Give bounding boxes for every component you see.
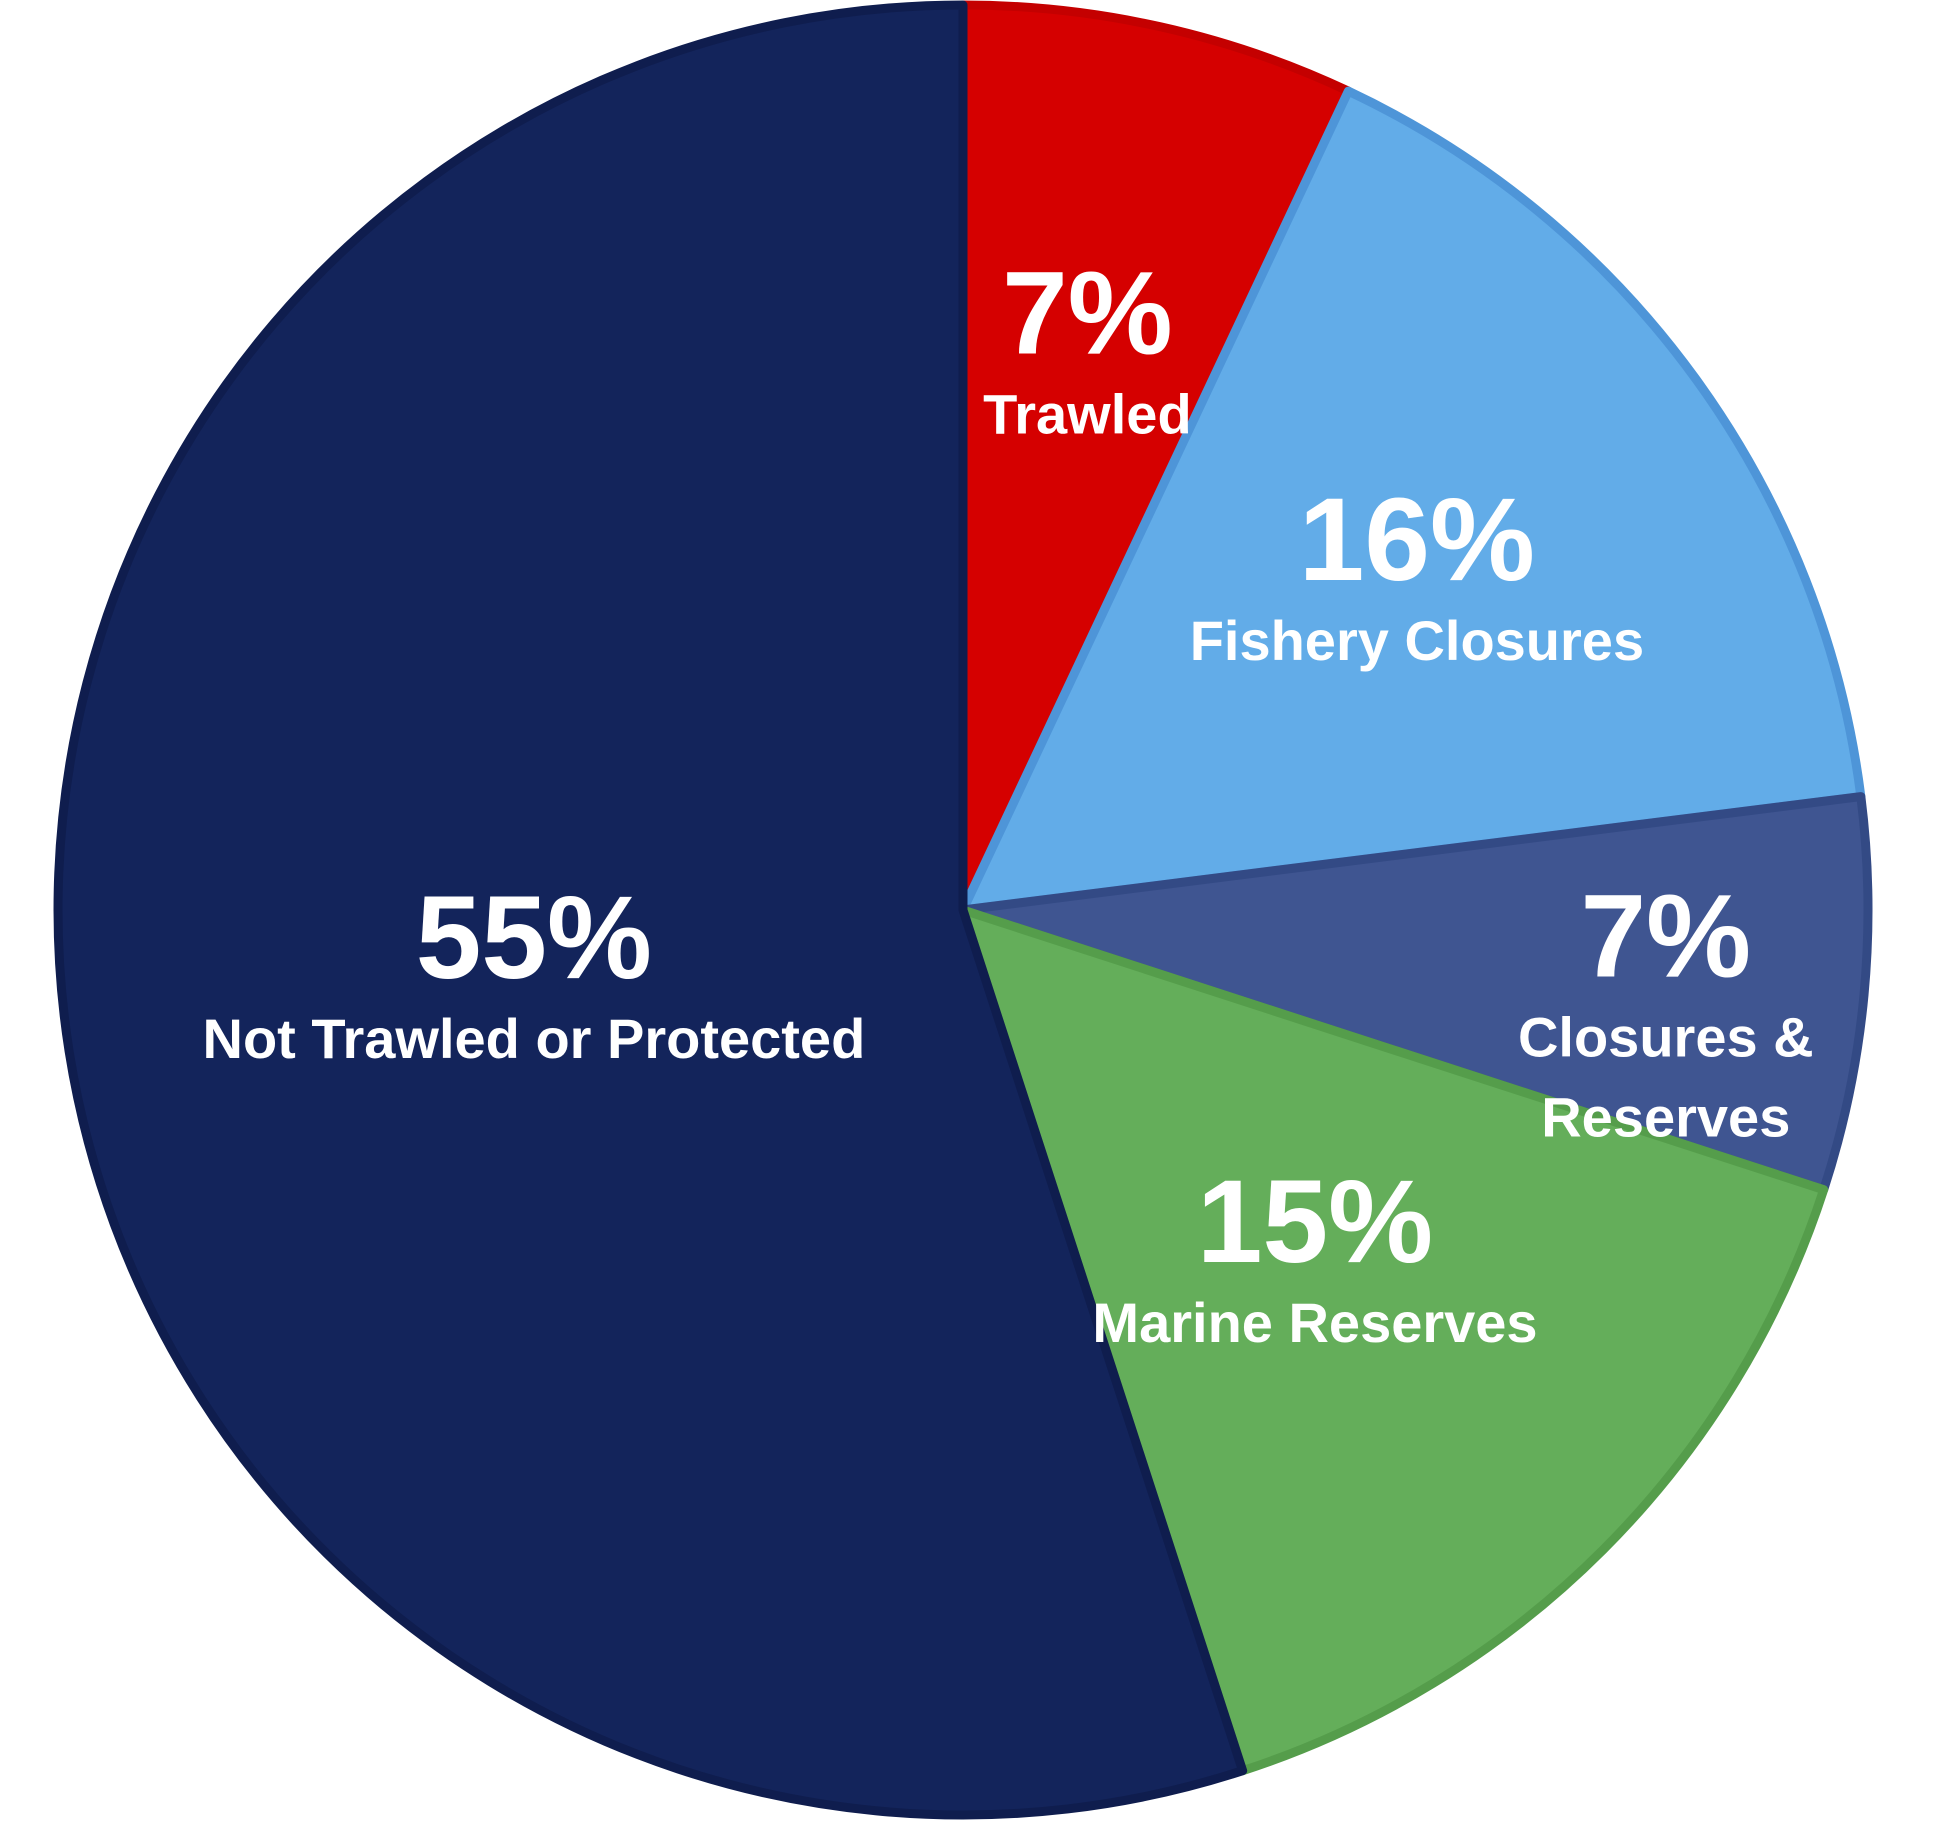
slice-category-label-trawled: Trawled <box>983 383 1192 446</box>
slice-value-label-marine-reserves: 15% <box>1197 1156 1433 1288</box>
slice-value-label-closures-and-reserves: 7% <box>1581 870 1752 1002</box>
slice-value-label-fishery-closures: 16% <box>1299 474 1535 606</box>
slice-category-label-closures-and-reserves-line-2: Reserves <box>1541 1085 1790 1148</box>
slice-category-label-closures-and-reserves-line-1: Closures & <box>1518 1005 1814 1068</box>
slice-category-label-not-trawled-or-protected: Not Trawled or Protected <box>203 1007 866 1070</box>
pie-slices <box>53 0 1873 1820</box>
slice-category-label-marine-reserves: Marine Reserves <box>1092 1291 1537 1354</box>
pie-slice-trawled <box>958 0 1353 915</box>
pie-slice-not-trawled-or-protected <box>53 0 1248 1820</box>
slice-value-label-trawled: 7% <box>1002 248 1173 380</box>
slice-value-label-not-trawled-or-protected: 55% <box>416 872 652 1004</box>
pie-slice-fishery-closures <box>958 86 1866 915</box>
pie-slice-marine-reserves <box>958 905 1829 1776</box>
slice-category-label-fishery-closures: Fishery Closures <box>1190 609 1644 672</box>
pie-slice-closures-and-reserves <box>958 792 1873 1195</box>
